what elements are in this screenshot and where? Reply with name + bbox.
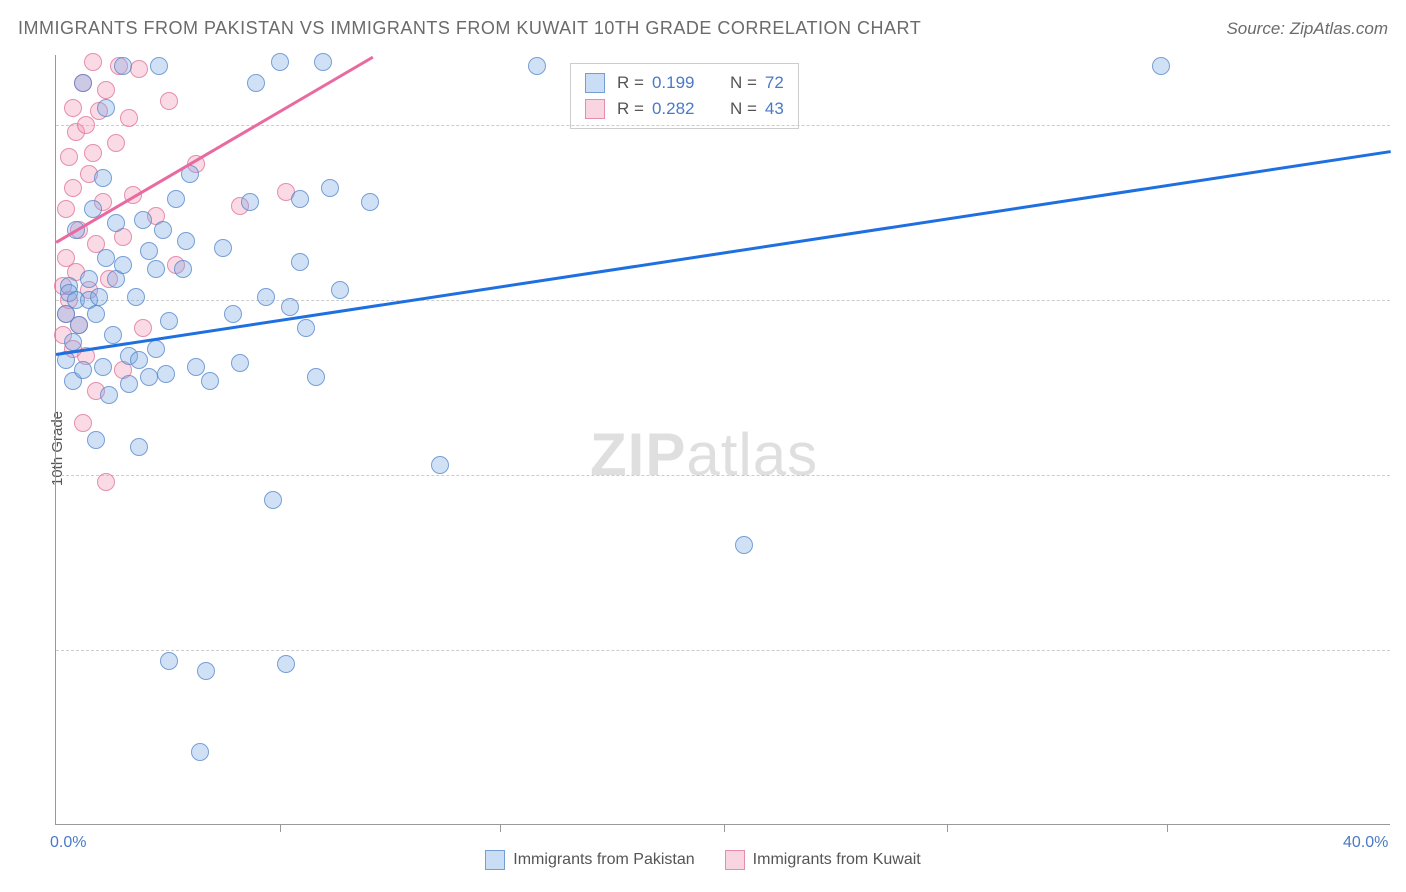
gridline	[56, 650, 1390, 651]
data-point-pakistan	[74, 361, 92, 379]
data-point-pakistan	[147, 260, 165, 278]
blue-swatch-icon	[585, 73, 605, 93]
data-point-pakistan	[187, 358, 205, 376]
data-point-pakistan	[297, 319, 315, 337]
legend-row-blue: R = 0.199 N = 72	[585, 70, 784, 96]
watermark: ZIPatlas	[590, 420, 818, 489]
legend-row-pink: R = 0.282 N = 43	[585, 96, 784, 122]
data-point-pakistan	[107, 214, 125, 232]
data-point-pakistan	[94, 358, 112, 376]
x-tick	[947, 824, 948, 832]
data-point-pakistan	[147, 340, 165, 358]
data-point-pakistan	[130, 438, 148, 456]
data-point-pakistan	[134, 211, 152, 229]
legend-item-kuwait: Immigrants from Kuwait	[725, 850, 921, 870]
data-point-pakistan	[528, 57, 546, 75]
data-point-pakistan	[64, 333, 82, 351]
data-point-pakistan	[130, 351, 148, 369]
data-point-pakistan	[160, 312, 178, 330]
correlation-legend: R = 0.199 N = 72 R = 0.282 N = 43	[570, 63, 799, 129]
data-point-pakistan	[90, 288, 108, 306]
x-tick	[280, 824, 281, 832]
data-point-pakistan	[74, 74, 92, 92]
data-point-pakistan	[167, 190, 185, 208]
trend-line-pakistan	[56, 150, 1391, 355]
data-point-pakistan	[241, 193, 259, 211]
data-point-kuwait	[134, 319, 152, 337]
data-point-pakistan	[214, 239, 232, 257]
data-point-pakistan	[87, 305, 105, 323]
data-point-kuwait	[120, 109, 138, 127]
data-point-kuwait	[97, 81, 115, 99]
data-point-pakistan	[140, 368, 158, 386]
data-point-pakistan	[120, 375, 138, 393]
source-citation: Source: ZipAtlas.com	[1226, 19, 1388, 39]
data-point-pakistan	[197, 662, 215, 680]
data-point-pakistan	[247, 74, 265, 92]
data-point-kuwait	[64, 179, 82, 197]
data-point-pakistan	[97, 99, 115, 117]
data-point-pakistan	[307, 368, 325, 386]
x-tick	[1167, 824, 1168, 832]
data-point-pakistan	[114, 57, 132, 75]
data-point-kuwait	[97, 473, 115, 491]
data-point-pakistan	[94, 169, 112, 187]
data-point-kuwait	[84, 53, 102, 71]
blue-swatch-icon	[485, 850, 505, 870]
data-point-pakistan	[154, 221, 172, 239]
data-point-pakistan	[191, 743, 209, 761]
gridline	[56, 300, 1390, 301]
data-point-kuwait	[160, 92, 178, 110]
data-point-pakistan	[361, 193, 379, 211]
data-point-pakistan	[127, 288, 145, 306]
data-point-pakistan	[231, 354, 249, 372]
data-point-pakistan	[264, 491, 282, 509]
data-point-kuwait	[107, 134, 125, 152]
data-point-pakistan	[100, 386, 118, 404]
data-point-pakistan	[70, 316, 88, 334]
data-point-pakistan	[150, 57, 168, 75]
data-point-kuwait	[64, 99, 82, 117]
data-point-pakistan	[104, 326, 122, 344]
data-point-pakistan	[80, 270, 98, 288]
x-tick	[724, 824, 725, 832]
data-point-pakistan	[87, 431, 105, 449]
data-point-pakistan	[114, 256, 132, 274]
data-point-pakistan	[314, 53, 332, 71]
data-point-pakistan	[157, 365, 175, 383]
data-point-pakistan	[1152, 57, 1170, 75]
data-point-kuwait	[77, 116, 95, 134]
data-point-pakistan	[257, 288, 275, 306]
data-point-kuwait	[130, 60, 148, 78]
legend-item-pakistan: Immigrants from Pakistan	[485, 850, 694, 870]
pink-swatch-icon	[725, 850, 745, 870]
data-point-pakistan	[177, 232, 195, 250]
x-tick	[500, 824, 501, 832]
data-point-pakistan	[224, 305, 242, 323]
data-point-kuwait	[57, 200, 75, 218]
data-point-pakistan	[140, 242, 158, 260]
data-point-pakistan	[281, 298, 299, 316]
data-point-pakistan	[331, 281, 349, 299]
data-point-pakistan	[97, 249, 115, 267]
data-point-pakistan	[271, 53, 289, 71]
data-point-kuwait	[60, 148, 78, 166]
data-point-kuwait	[74, 414, 92, 432]
data-point-pakistan	[291, 253, 309, 271]
data-point-pakistan	[291, 190, 309, 208]
data-point-pakistan	[735, 536, 753, 554]
data-point-pakistan	[277, 655, 295, 673]
data-point-kuwait	[84, 144, 102, 162]
series-legend: Immigrants from Pakistan Immigrants from…	[0, 850, 1406, 870]
data-point-pakistan	[174, 260, 192, 278]
chart-title: IMMIGRANTS FROM PAKISTAN VS IMMIGRANTS F…	[18, 18, 921, 39]
pink-swatch-icon	[585, 99, 605, 119]
data-point-pakistan	[321, 179, 339, 197]
data-point-pakistan	[201, 372, 219, 390]
data-point-pakistan	[160, 652, 178, 670]
data-point-pakistan	[431, 456, 449, 474]
